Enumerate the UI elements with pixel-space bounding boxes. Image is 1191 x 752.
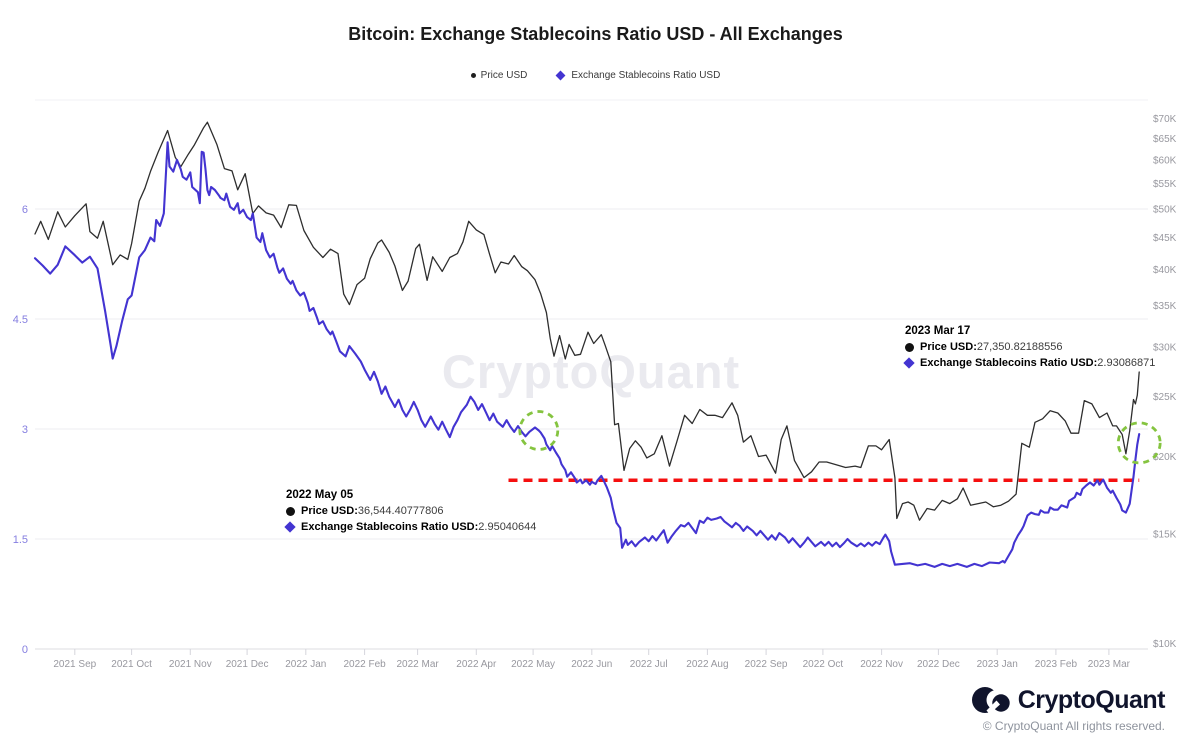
x-tick-label: 2022 Dec	[917, 659, 960, 670]
highlight-circle	[1116, 421, 1162, 465]
legend-item-price[interactable]: Price USD	[470, 70, 528, 81]
annotation-value: 2.93086871	[1097, 357, 1156, 369]
diamond-marker-icon	[284, 521, 296, 533]
right-axis-label: $20K	[1153, 452, 1177, 463]
annotation-price-row: Price USD 36,544.40777806	[286, 503, 536, 519]
x-tick-label: 2022 Jun	[571, 659, 612, 670]
x-tick-label: 2022 Jan	[285, 659, 326, 670]
legend-item-ratio[interactable]: Exchange Stablecoins Ratio USD	[555, 70, 721, 81]
price-line	[34, 121, 1140, 521]
annotation-value: 27,350.82188556	[976, 341, 1063, 353]
highlight-circle	[518, 410, 560, 451]
right-axis-label: $25K	[1153, 392, 1177, 403]
left-axis-label: 1.5	[13, 534, 28, 546]
annotation-date: 2023 Mar 17	[905, 325, 971, 337]
left-axis-label: 0	[22, 644, 28, 656]
x-tick-label: 2023 Feb	[1035, 659, 1078, 670]
right-axis-label: $60K	[1153, 155, 1177, 166]
diamond-marker-icon	[903, 357, 915, 369]
left-axis-label: 4.5	[13, 314, 28, 326]
x-tick-label: 2022 Nov	[860, 659, 903, 670]
annotation-ratio-row: Exchange Stablecoins Ratio USD 2.9504064…	[284, 519, 537, 535]
right-axis-label: $55K	[1153, 179, 1177, 190]
annotation-label: Exchange Stablecoins Ratio USD	[920, 355, 1097, 371]
circle-marker-icon	[905, 342, 914, 352]
x-tick-label: 2022 Aug	[686, 659, 728, 670]
right-axis-label: $70K	[1153, 114, 1177, 125]
legend-label-price: Price USD	[480, 70, 528, 81]
annotation-label: Exchange Stablecoins Ratio USD	[301, 519, 478, 535]
brand-name: CryptoQuant	[1017, 685, 1166, 714]
x-tick-label: 2021 Nov	[169, 659, 212, 670]
x-tick-label: 2022 May	[511, 659, 555, 670]
right-axis-label: $35K	[1153, 301, 1177, 312]
x-tick-label: 2021 Sep	[53, 659, 96, 670]
right-axis-label: $15K	[1153, 530, 1177, 541]
right-axis-label: $65K	[1153, 134, 1177, 145]
right-axis-label: $10K	[1153, 639, 1177, 650]
annotation-price-row: Price USD 27,350.82188556	[905, 339, 1155, 355]
x-tick-label: 2022 Mar	[396, 659, 439, 670]
watermark: CryptoQuant	[441, 345, 741, 398]
x-tick-label: 2021 Oct	[111, 659, 152, 670]
legend-label-ratio: Exchange Stablecoins Ratio USD	[571, 70, 721, 81]
circle-marker-icon	[286, 506, 295, 516]
ratio-line	[33, 141, 1141, 568]
annotation-label: Price USD	[301, 503, 358, 519]
x-tick-label: 2022 Oct	[803, 659, 844, 670]
annotation-value: 36,544.40777806	[357, 505, 444, 517]
price-legend-marker-icon	[470, 73, 476, 78]
annotation-2022-may-05: 2022 May 05 Price USD 36,544.40777806 Ex…	[284, 487, 537, 535]
x-tick-label: 2022 Apr	[456, 659, 497, 670]
right-axis-label: $30K	[1153, 343, 1177, 354]
right-axis-label: $45K	[1153, 233, 1177, 244]
copyright-text: © CryptoQuant All rights reserved.	[982, 719, 1165, 733]
left-axis-label: 3	[22, 424, 28, 436]
annotation-date: 2022 May 05	[286, 489, 354, 501]
annotation-value: 2.95040644	[478, 521, 537, 533]
brand-row: CryptoQuant	[971, 684, 1166, 716]
chart-title: Bitcoin: Exchange Stablecoins Ratio USD …	[348, 24, 843, 44]
x-tick-label: 2022 Feb	[343, 659, 386, 670]
right-axis-label: $50K	[1153, 205, 1177, 216]
annotation-ratio-row: Exchange Stablecoins Ratio USD 2.9308687…	[903, 355, 1156, 371]
annotation-2023-mar-17: 2023 Mar 17 Price USD 27,350.82188556 Ex…	[903, 323, 1156, 371]
x-tick-label: 2023 Jan	[977, 659, 1018, 670]
left-axis-label: 6	[22, 204, 28, 216]
x-tick-label: 2021 Dec	[226, 659, 269, 670]
right-axis-label: $40K	[1153, 265, 1177, 276]
x-tick-label: 2022 Jul	[630, 659, 668, 670]
x-tick-label: 2023 Mar	[1088, 659, 1131, 670]
legend: Price USD Exchange Stablecoins Ratio USD	[0, 70, 1191, 81]
footer: CryptoQuant © CryptoQuant All rights res…	[971, 684, 1166, 733]
x-tick-label: 2022 Sep	[745, 659, 788, 670]
cryptoquant-logo-icon	[971, 687, 1010, 714]
annotation-label: Price USD	[920, 339, 977, 355]
